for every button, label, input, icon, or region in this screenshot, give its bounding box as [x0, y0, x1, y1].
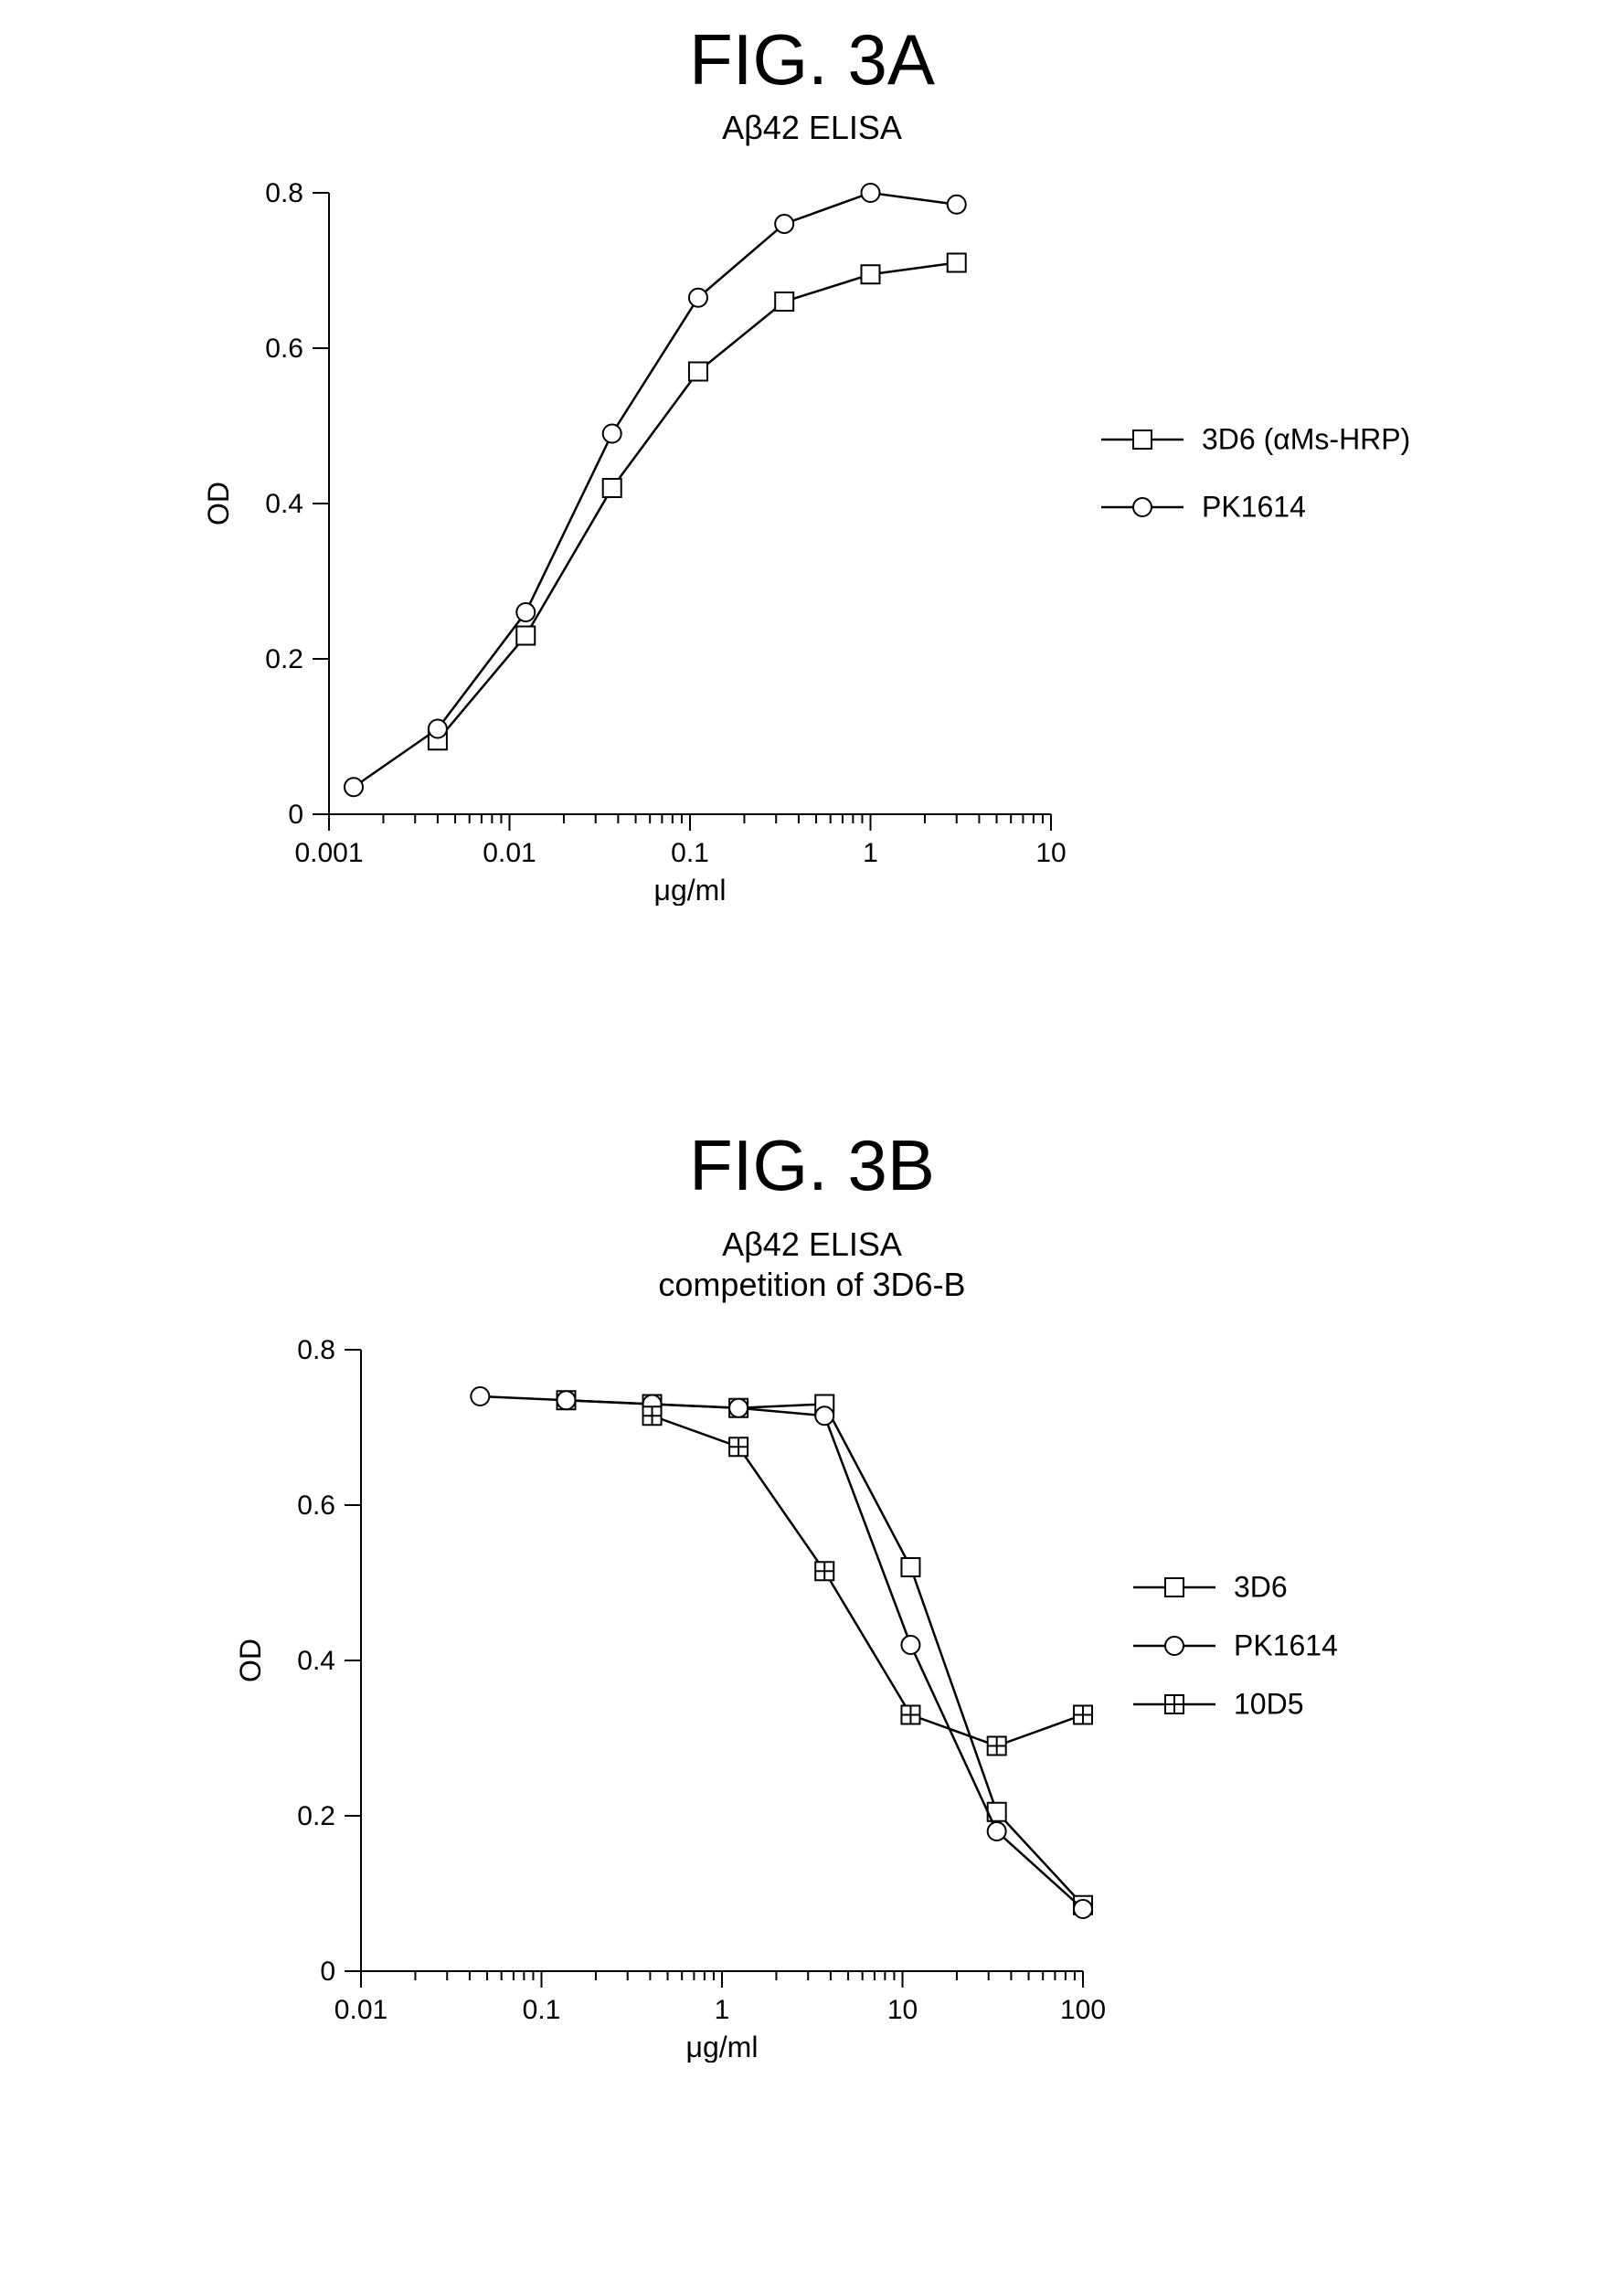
svg-text:0.4: 0.4	[265, 489, 303, 519]
svg-text:10: 10	[887, 1995, 918, 2025]
svg-text:0: 0	[288, 800, 303, 830]
svg-text:0.4: 0.4	[297, 1646, 335, 1676]
figure-3b-subtitle-1: Aβ42 ELISA	[0, 1225, 1624, 1264]
svg-text:0.1: 0.1	[671, 838, 709, 868]
svg-text:0.01: 0.01	[483, 838, 536, 868]
svg-text:10D5: 10D5	[1234, 1688, 1304, 1721]
svg-text:0.2: 0.2	[297, 1801, 335, 1831]
page: FIG. 3A Aβ42 ELISA 0.0010.010.1110μg/ml0…	[0, 0, 1624, 2291]
svg-text:PK1614: PK1614	[1202, 491, 1306, 524]
svg-text:1: 1	[715, 1995, 730, 2025]
svg-text:0.8: 0.8	[265, 178, 303, 208]
svg-text:0.1: 0.1	[523, 1995, 561, 2025]
figure-3a-subtitle: Aβ42 ELISA	[0, 109, 1624, 147]
svg-text:0.6: 0.6	[297, 1490, 335, 1521]
svg-text:0.01: 0.01	[334, 1995, 387, 2025]
svg-text:μg/ml: μg/ml	[654, 874, 727, 906]
figure-3a-block: FIG. 3A Aβ42 ELISA 0.0010.010.1110μg/ml0…	[0, 18, 1624, 906]
svg-text:1: 1	[863, 838, 878, 868]
figure-3b-chart: 0.01 0.1 1 10 100 μg/ml 0 0.2 0.4 0.6 0.8 OD 3D6 PK16…	[119, 1313, 1624, 2063]
svg-text:3D6 (αMs-HRP): 3D6 (αMs-HRP)	[1202, 423, 1410, 456]
svg-text:PK1614: PK1614	[1234, 1629, 1338, 1662]
svg-text:0.6: 0.6	[265, 334, 303, 364]
svg-text:10: 10	[1035, 838, 1066, 868]
svg-text:OD: OD	[202, 482, 235, 525]
figure-3a-chart: 0.001 0.01 0.1 1 10 μg/ml 0 0.2 0.4 0.6 0.8 OD 3D6 (…	[119, 156, 1624, 906]
svg-text:0.001: 0.001	[294, 838, 363, 868]
svg-text:0: 0	[320, 1957, 335, 1987]
figure-3b-block: FIG. 3B Aβ42 ELISA competition of 3D6-B …	[0, 1124, 1624, 2063]
svg-text:μg/ml: μg/ml	[686, 2031, 759, 2063]
svg-text:100: 100	[1060, 1995, 1106, 2025]
svg-text:0.2: 0.2	[265, 644, 303, 674]
figure-3b-title: FIG. 3B	[0, 1124, 1624, 1207]
figure-3b-subtitle-2: competition of 3D6-B	[0, 1266, 1624, 1304]
svg-text:3D6: 3D6	[1234, 1571, 1288, 1604]
svg-text:0.8: 0.8	[297, 1335, 335, 1365]
svg-text:OD: OD	[234, 1639, 267, 1682]
figure-3a-title: FIG. 3A	[0, 18, 1624, 101]
